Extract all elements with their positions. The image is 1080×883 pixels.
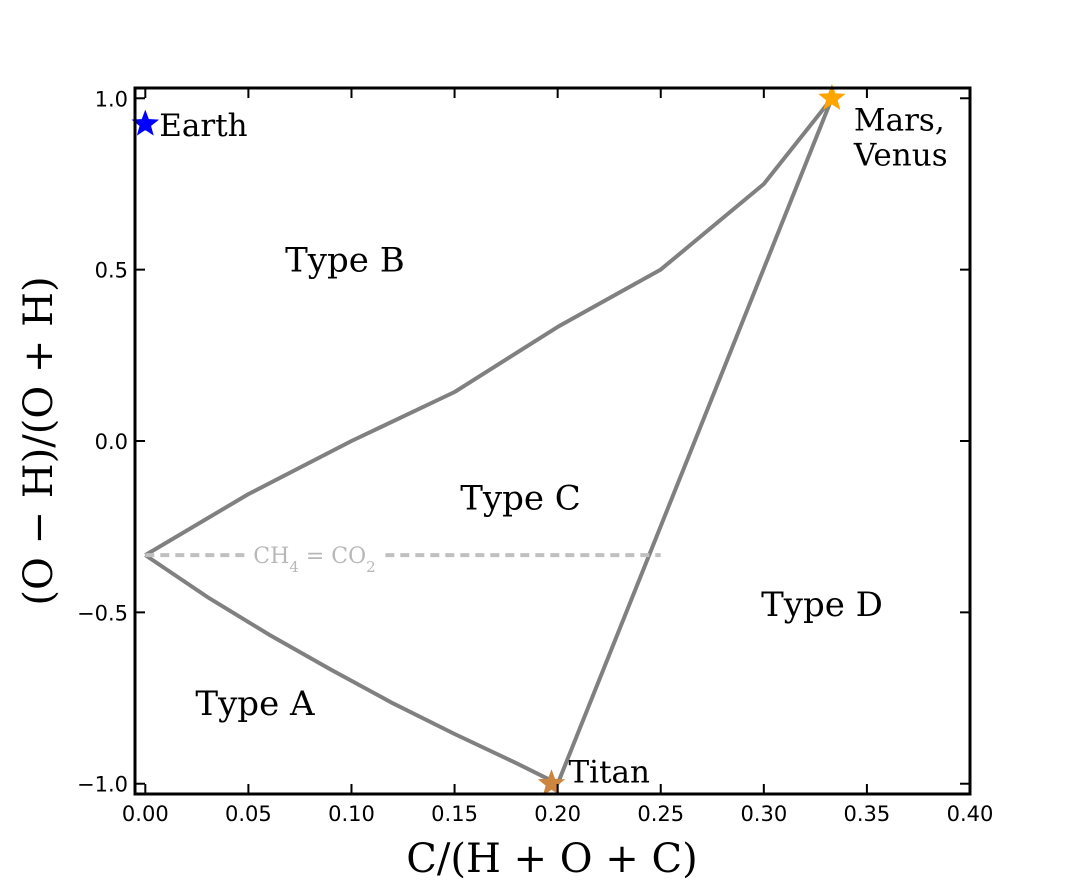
x-tick-label: 0.10 <box>328 802 375 826</box>
star-marker-earth <box>131 109 160 136</box>
star-marker-mars-venus <box>818 83 846 110</box>
x-tick-label: 0.40 <box>947 802 994 826</box>
y-tick-label: 1.0 <box>95 87 128 111</box>
region-label-type-a: Type A <box>195 684 315 724</box>
x-tick-label: 0.15 <box>431 802 478 826</box>
x-axis-label: C/(H + O + C) <box>406 836 697 882</box>
y-tick-label: −1.0 <box>77 773 128 797</box>
boundary-line-cd <box>555 97 834 785</box>
x-tick-label: 0.35 <box>844 802 891 826</box>
star-marker-titan <box>537 769 566 796</box>
point-label-earth: Earth <box>159 108 247 144</box>
reference-label-background <box>249 541 386 570</box>
y-tick-label: 0.5 <box>95 259 128 283</box>
point-label-titan: Titan <box>569 755 651 791</box>
region-label-type-d: Type D <box>761 585 883 625</box>
y-tick-label: 0.0 <box>95 430 128 454</box>
point-label-mars-venus-line-1: Mars, <box>854 102 945 138</box>
x-tick-label: 0.00 <box>122 802 169 826</box>
axis-ticks: 0.00 0.05 0.10 0.15 0.20 0.25 0.30 0.35 0.40 1.0 0… <box>77 87 993 826</box>
reference-line-label: CH4 = CO2 <box>253 544 375 576</box>
point-label-mars-venus-line-2: Venus <box>853 137 948 173</box>
x-tick-label: 0.05 <box>225 802 272 826</box>
chart-marks: CH4 = CO2 Type A Type B Type C Type D Earth Ma… <box>131 83 948 796</box>
x-tick-label: 0.30 <box>740 802 787 826</box>
x-tick-label: 0.25 <box>637 802 684 826</box>
y-axis-label: (O − H)/(O + H) <box>16 276 62 605</box>
boundary-line-ab <box>144 553 559 786</box>
boundary-line-bc <box>144 97 834 557</box>
y-tick-label: −0.5 <box>77 601 128 625</box>
region-label-type-c: Type C <box>460 479 581 519</box>
region-label-type-b: Type B <box>285 240 405 280</box>
x-tick-label: 0.20 <box>534 802 581 826</box>
